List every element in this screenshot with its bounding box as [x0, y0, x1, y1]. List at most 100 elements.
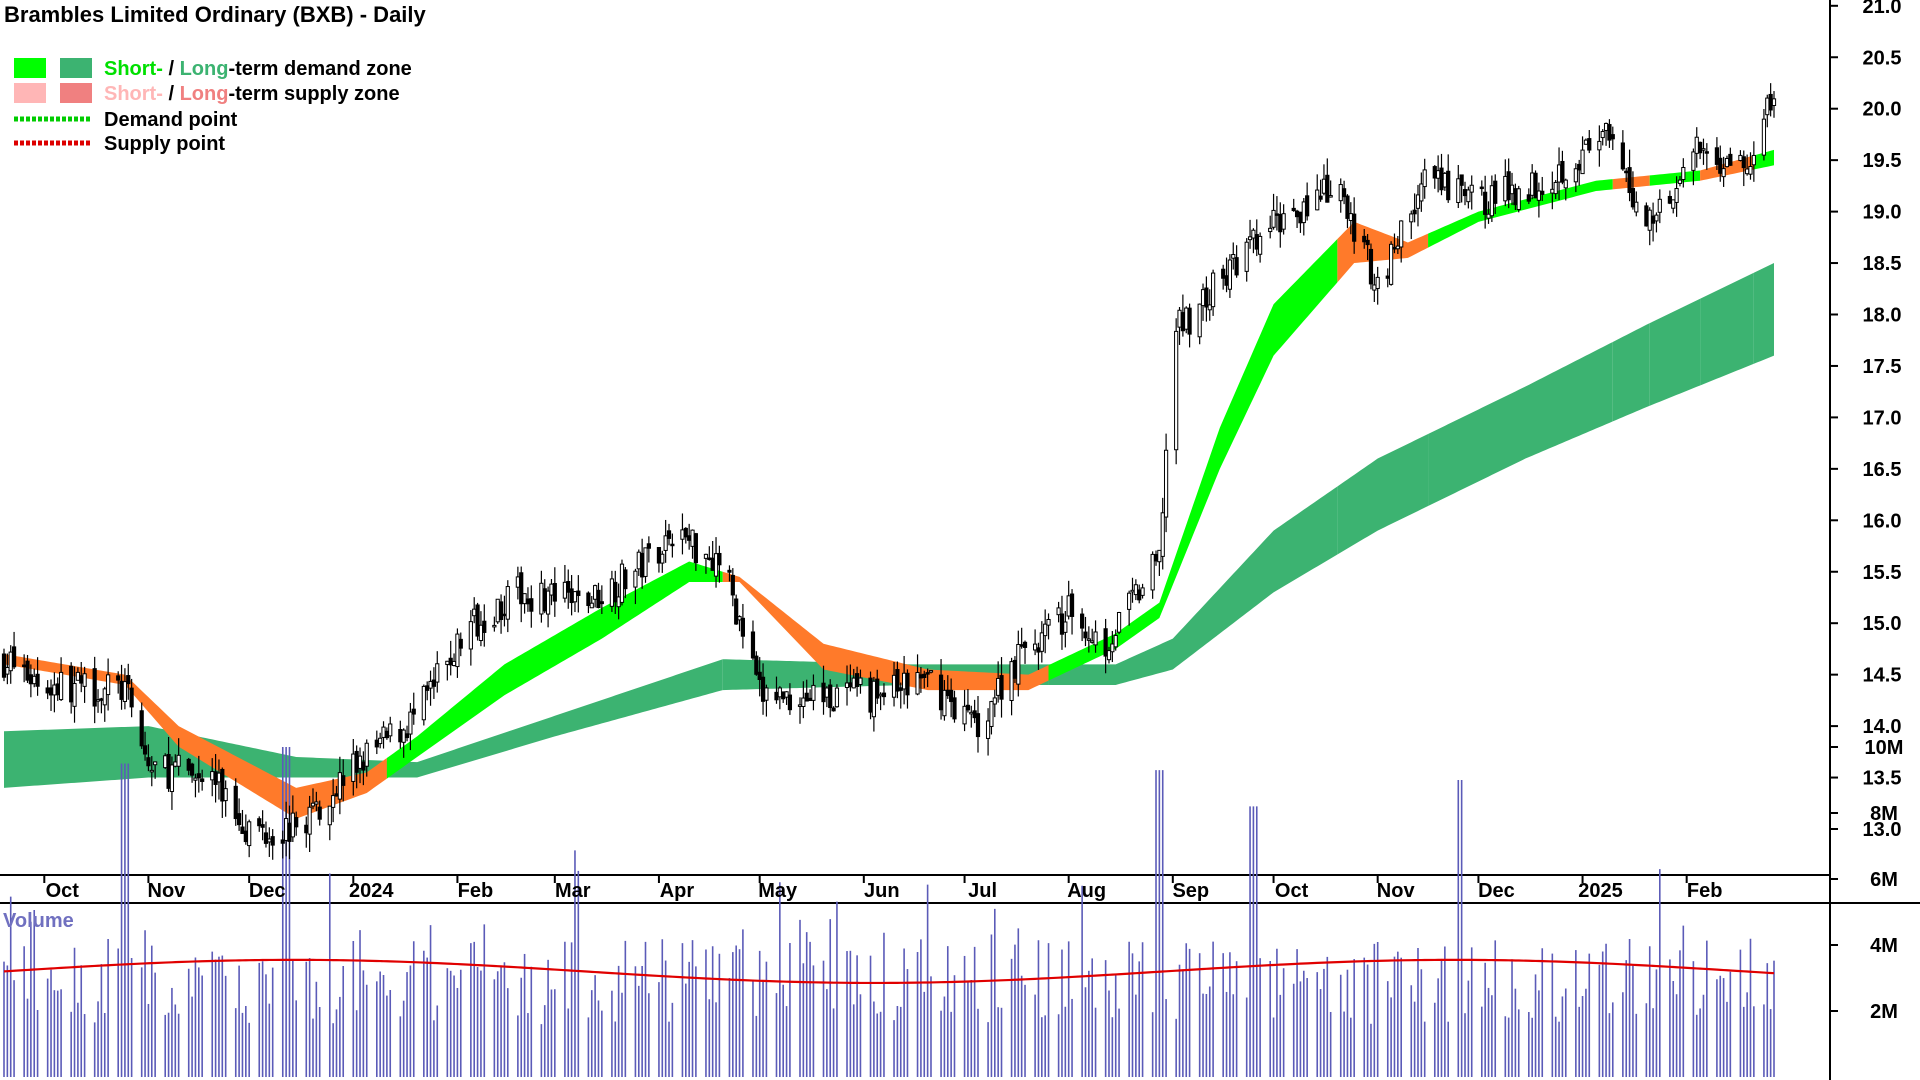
candle-body [999, 675, 1004, 700]
candle-body [384, 730, 389, 739]
candle-body [304, 824, 309, 834]
x-tick-label: Feb [1687, 880, 1723, 902]
candle-body [1540, 190, 1545, 195]
x-axis: Oct Nov Dec 2024 Feb Mar Apr May Jun Jul Aug Sep Oct… [43, 875, 1723, 902]
legend-supply-rest: -term supply zone [228, 83, 399, 105]
legend-supply-short: Short- [104, 83, 163, 105]
volume-tick-label: 6M [1870, 869, 1898, 891]
candle-body [1432, 166, 1437, 179]
candle-body [1728, 153, 1733, 166]
legend-supply-long: Long [180, 83, 229, 105]
candle-body [1221, 268, 1226, 279]
x-tick-label: Apr [660, 880, 695, 902]
candle-body [891, 674, 897, 698]
long-term-zone-band [1700, 272, 1754, 386]
candle-body [1698, 141, 1703, 154]
candle-body [1298, 211, 1303, 224]
candle-body [734, 598, 739, 625]
candle-body [240, 826, 245, 834]
candle-body [189, 763, 195, 776]
candle-body [5, 667, 10, 675]
candle-body [636, 551, 641, 570]
candle-body [881, 692, 887, 698]
volume-tick-label: 2M [1870, 1001, 1898, 1023]
candle-body [146, 757, 151, 767]
candle-body [468, 621, 473, 650]
candle-body [361, 761, 366, 771]
legend-supply-zone-label: Short- / Long-term supply zone [104, 83, 400, 105]
candle-body [1691, 151, 1696, 171]
candle-body [616, 596, 621, 608]
candle-body [455, 633, 460, 668]
candle-body [193, 777, 198, 781]
candle-body [331, 795, 336, 808]
candle-body [1086, 638, 1091, 641]
candle-body [1090, 640, 1095, 643]
price-axis: 13.0 13.5 14.0 14.5 15.0 15.5 16.0 16.5 17.0 17.5… [1830, 0, 1901, 841]
candle-body [1224, 275, 1229, 286]
candle-body [1301, 201, 1306, 224]
candle-body [1251, 229, 1256, 239]
candle-body [1294, 210, 1300, 218]
candle-body [1362, 235, 1367, 243]
candle-body [1671, 199, 1676, 209]
candle-body [1365, 239, 1370, 246]
candle-body [807, 697, 813, 702]
candle-body [1254, 234, 1259, 250]
candle-body [1043, 623, 1048, 637]
candle-body [895, 669, 900, 692]
candle-body [126, 675, 131, 685]
price-tick-label: 15.5 [1863, 562, 1902, 584]
candle-body [354, 750, 359, 773]
legend-long-supply-swatch [60, 83, 92, 103]
candle-body [448, 657, 453, 666]
short-term-zone-band [1048, 239, 1338, 681]
candle-body [1271, 209, 1276, 228]
candle-body [411, 708, 416, 715]
candle-body [502, 613, 507, 617]
x-tick-label: Dec [249, 880, 286, 902]
candle-body [1211, 272, 1216, 308]
candle-body [1415, 194, 1421, 209]
candle-body [1399, 220, 1404, 248]
candle-body [294, 817, 299, 828]
candle-body [1526, 194, 1531, 202]
candle-body [1694, 136, 1699, 154]
candle-body [374, 739, 379, 748]
candle-body [1069, 593, 1075, 617]
candle-body [1620, 142, 1625, 170]
candle-body [854, 673, 860, 688]
candle-body [1268, 227, 1273, 233]
short-term-zone-band [1337, 221, 1429, 283]
candle-body [989, 701, 994, 727]
candle-body [1513, 188, 1518, 206]
candle-body [1080, 613, 1085, 629]
candle-body [445, 660, 450, 666]
x-tick-label: Jun [864, 880, 900, 902]
candle-body [834, 687, 840, 708]
candle-body [1674, 188, 1679, 203]
candle-body [1385, 275, 1390, 279]
candle-body [985, 720, 991, 739]
candle-body [435, 663, 440, 683]
candle-body [1207, 304, 1212, 311]
x-tick-label: 2024 [349, 880, 394, 902]
candle-body [1714, 147, 1720, 165]
candle-body [690, 529, 695, 547]
candle-body [11, 646, 17, 668]
candle-body [804, 692, 809, 702]
price-tick-label: 15.0 [1863, 613, 1902, 635]
candle-body [72, 683, 77, 707]
candle-body [1315, 189, 1320, 211]
candle-body [552, 583, 557, 602]
candle-body [79, 675, 84, 684]
candle-body [398, 728, 403, 743]
candle-body [116, 675, 121, 681]
candle-body [243, 830, 248, 843]
candle-body [1395, 245, 1400, 250]
candle-body [1140, 587, 1145, 596]
candle-body [683, 527, 688, 538]
candle-body [314, 801, 319, 805]
candle-body [1721, 168, 1726, 178]
candle-body [539, 582, 544, 615]
